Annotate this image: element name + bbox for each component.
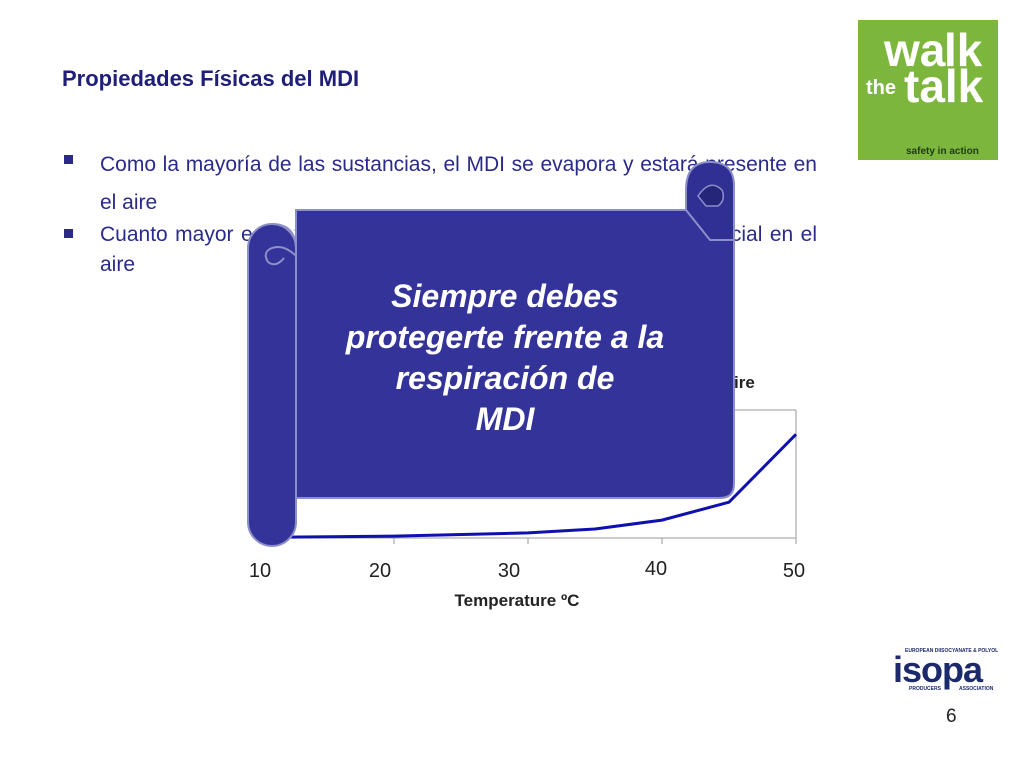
scroll-curl-inner <box>697 184 725 207</box>
x-tick-label: 40 <box>645 558 667 580</box>
page-number: 6 <box>946 706 957 727</box>
bullet-item: Como la mayoría de las sustancias, el MD… <box>62 146 817 222</box>
chart-title-fragment: ire <box>734 373 755 392</box>
vapor-curve-line <box>259 433 798 539</box>
scroll-left-curl <box>264 223 297 266</box>
x-tick-label: 30 <box>498 560 520 582</box>
isopa-bottom-left: PRODUCERS <box>909 686 942 692</box>
square-bullet-icon <box>64 155 73 164</box>
isopa-top-text: EUROPEAN DIISOCYANATE & POLYOL <box>905 648 998 654</box>
logo-word-lk: lk <box>944 24 983 76</box>
x-tick-label: 10 <box>249 560 271 582</box>
logo-word-wa: wa <box>883 24 946 76</box>
square-bullet-icon <box>64 229 73 238</box>
callout-line: protegerte frente a la <box>345 319 665 355</box>
logo-word-the: the <box>866 77 896 99</box>
bullet-text: Como la mayoría de las sustancias, el MD… <box>100 153 817 214</box>
callout-line: respiración de <box>395 360 615 396</box>
scroll-left-roll <box>247 223 297 547</box>
isopa-logo: EUROPEAN DIISOCYANATE & POLYOL isopa PRO… <box>893 646 1001 692</box>
callout-line: MDI <box>475 401 535 437</box>
walk-the-talk-logo: wa lk the talk safety in action <box>858 20 998 160</box>
slide-title: Propiedades Físicas del MDI <box>62 66 360 91</box>
isopa-bottom-right: ASSOCIATION <box>959 686 994 692</box>
logo-tagline: safety in action <box>906 146 979 157</box>
x-axis-title: Temperature ºC <box>455 591 580 610</box>
x-tick-label: 50 <box>783 560 805 582</box>
isopa-wordmark: isopa <box>893 649 984 690</box>
callout-line: Siempre debes <box>391 278 619 314</box>
callout-text: Siempre debes protegerte frente a la res… <box>300 276 710 440</box>
x-tick-label: 20 <box>369 560 391 582</box>
logo-word-talk: talk <box>904 60 984 112</box>
